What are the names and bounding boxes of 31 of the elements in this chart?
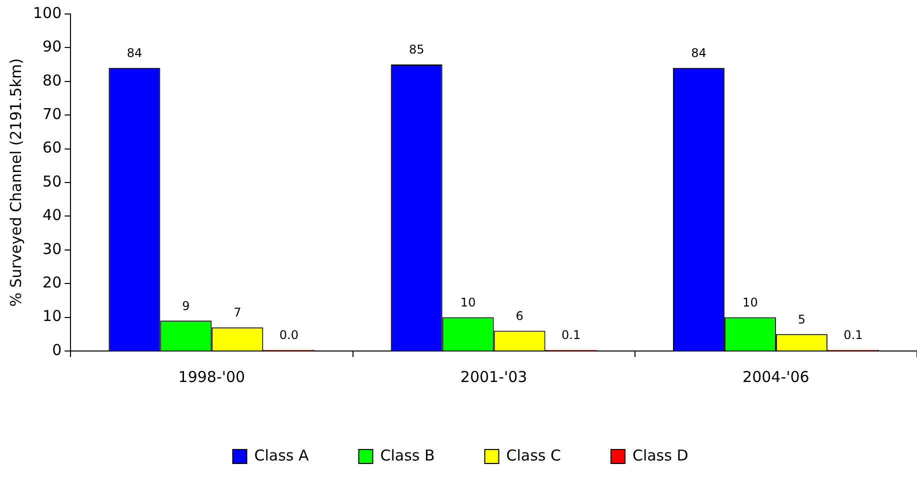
y-tick-label: 90 (42, 38, 62, 56)
legend-label: Class D (632, 446, 688, 464)
y-tick-label: 60 (42, 138, 62, 157)
y-tick-label: 40 (42, 206, 62, 224)
x-tick-label: 2004-'06 (742, 368, 810, 386)
data-label: 10 (742, 295, 758, 310)
legend-label: Class B (380, 446, 435, 464)
data-label: 9 (182, 298, 190, 313)
y-tick-label: 10 (42, 307, 62, 326)
x-tick-label: 1998-'00 (178, 368, 246, 386)
data-label: 84 (126, 46, 142, 60)
y-tick-label: 80 (42, 71, 62, 90)
data-label: 0.0 (279, 328, 298, 342)
data-label: 10 (460, 295, 476, 310)
y-axis-title: % Surveyed Channel (2191.5km) (6, 58, 25, 307)
x-tick-label: 2001-'03 (460, 368, 528, 386)
data-label: 7 (234, 306, 242, 320)
data-label: 85 (408, 42, 424, 57)
legend-label: Class A (254, 446, 310, 464)
data-label: 5 (798, 312, 806, 326)
y-tick-label: 0 (52, 340, 62, 359)
data-label: 6 (516, 308, 524, 323)
data-label: 0.1 (562, 328, 581, 342)
y-tick-label: 50 (42, 172, 62, 190)
legend-label: Class C (506, 446, 561, 464)
y-tick-label: 100 (32, 4, 62, 22)
data-label: 84 (691, 46, 706, 60)
y-tick-label: 20 (42, 273, 62, 292)
y-tick-label: 70 (42, 104, 62, 123)
data-label: 0.1 (844, 328, 863, 342)
y-tick-label: 30 (42, 240, 62, 258)
